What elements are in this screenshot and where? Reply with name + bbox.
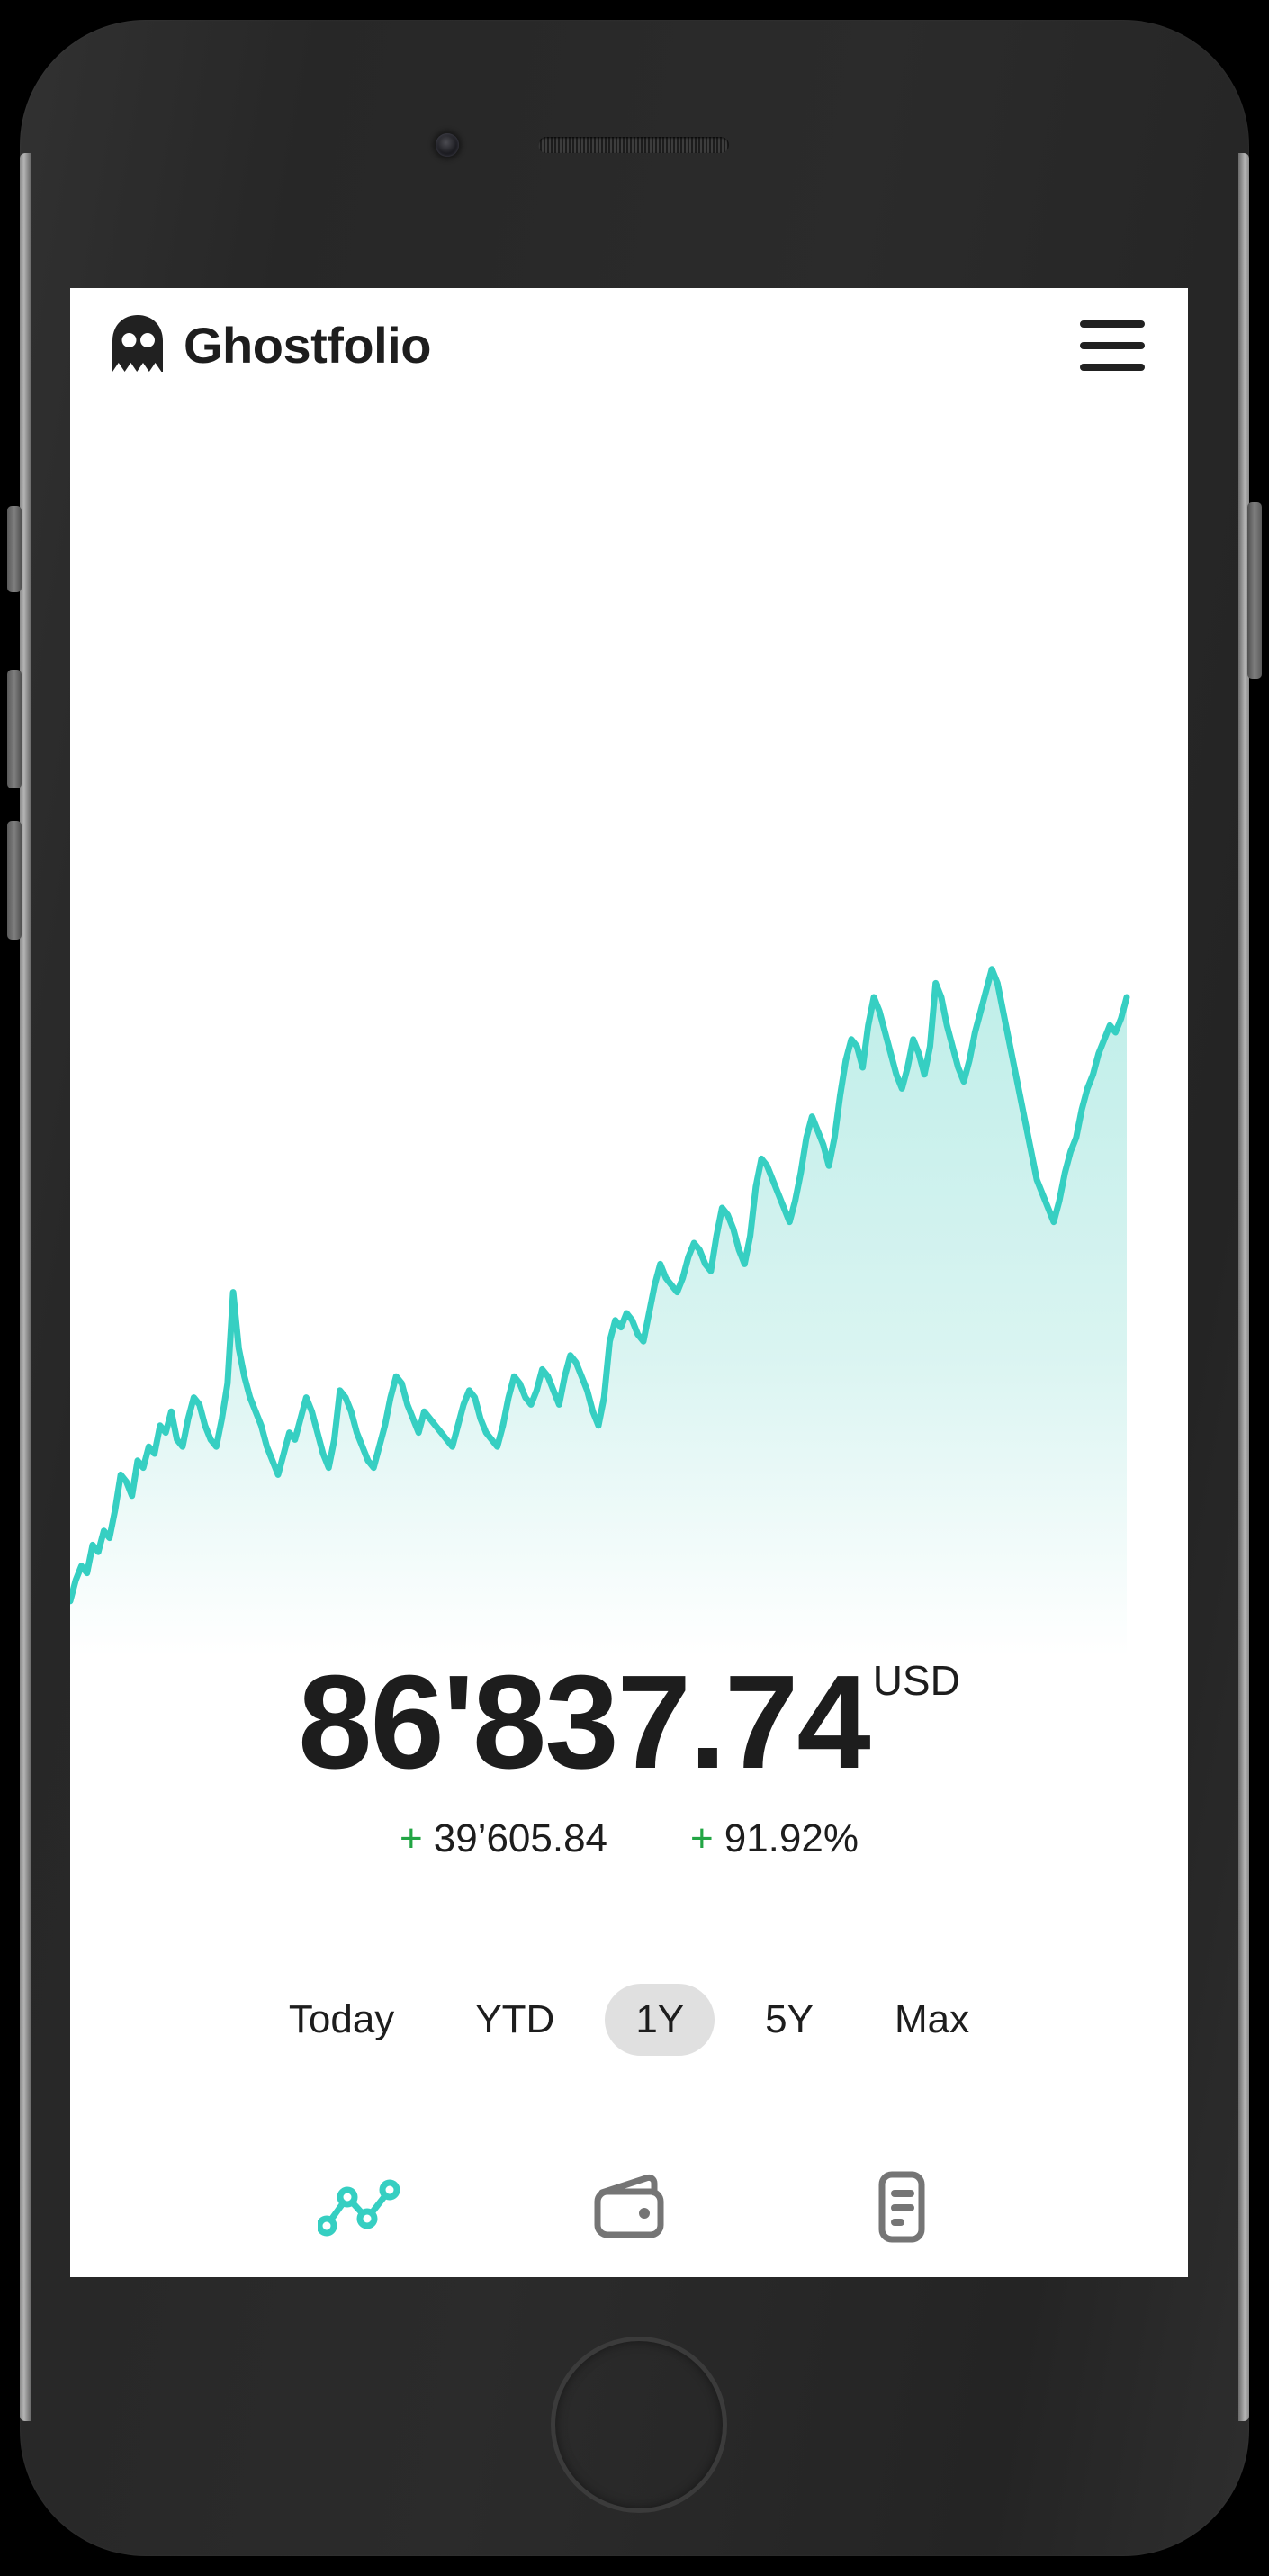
wallet-icon: [590, 2173, 668, 2246]
volume-down-button[interactable]: [7, 821, 22, 940]
portfolio-value-line: 86'837.74 USD: [298, 1656, 960, 1789]
portfolio-change-row: + 39’605.84 + 91.92%: [70, 1816, 1188, 1861]
change-absolute-sign: +: [400, 1816, 423, 1860]
range-tab-5y[interactable]: 5Y: [765, 1997, 814, 2041]
app-header: Ghostfolio: [70, 288, 1188, 403]
power-button[interactable]: [1247, 502, 1262, 679]
brand[interactable]: Ghostfolio: [110, 314, 431, 378]
hamburger-line: [1080, 364, 1145, 371]
silent-switch-button[interactable]: [7, 506, 22, 592]
range-tab-1y[interactable]: 1Y: [605, 1984, 716, 2056]
performance-chart[interactable]: [70, 909, 1188, 1656]
range-tab-max[interactable]: Max: [894, 1997, 970, 2041]
nav-accounts[interactable]: [841, 2164, 958, 2254]
earpiece-speaker-icon: [538, 137, 729, 153]
change-absolute: + 39’605.84: [400, 1816, 608, 1861]
portfolio-value-block: 86'837.74 USD + 39’605.84 + 91.92%: [70, 1656, 1188, 1861]
phone-rim-left: [20, 153, 31, 2421]
front-camera-icon: [436, 133, 459, 157]
hamburger-line: [1080, 320, 1145, 328]
range-tab-today[interactable]: Today: [288, 1997, 395, 2041]
line-chart-icon: [316, 2177, 400, 2241]
change-percent-value: 91.92%: [724, 1816, 859, 1860]
portfolio-currency: USD: [872, 1657, 960, 1704]
date-range-tabs: Today YTD 1Y 5Y Max: [70, 1984, 1188, 2056]
nav-portfolio[interactable]: [571, 2164, 688, 2254]
hamburger-line: [1080, 342, 1145, 349]
portfolio-amount: 86'837.74: [298, 1648, 870, 1797]
volume-up-button[interactable]: [7, 670, 22, 788]
ghost-icon: [110, 314, 166, 378]
hamburger-menu-icon[interactable]: [1080, 319, 1148, 373]
home-button[interactable]: [551, 2337, 727, 2513]
range-tab-ytd[interactable]: YTD: [475, 1997, 555, 2041]
nav-overview[interactable]: [301, 2164, 418, 2254]
bottom-navigation: [70, 2140, 1188, 2277]
change-percent: + 91.92%: [690, 1816, 859, 1861]
change-absolute-value: 39’605.84: [433, 1816, 608, 1860]
phone-screen: Ghostfolio: [70, 288, 1188, 2277]
document-list-icon: [868, 2170, 931, 2248]
brand-name: Ghostfolio: [184, 317, 431, 374]
change-percent-sign: +: [690, 1816, 714, 1860]
phone-rim-right: [1238, 153, 1249, 2421]
